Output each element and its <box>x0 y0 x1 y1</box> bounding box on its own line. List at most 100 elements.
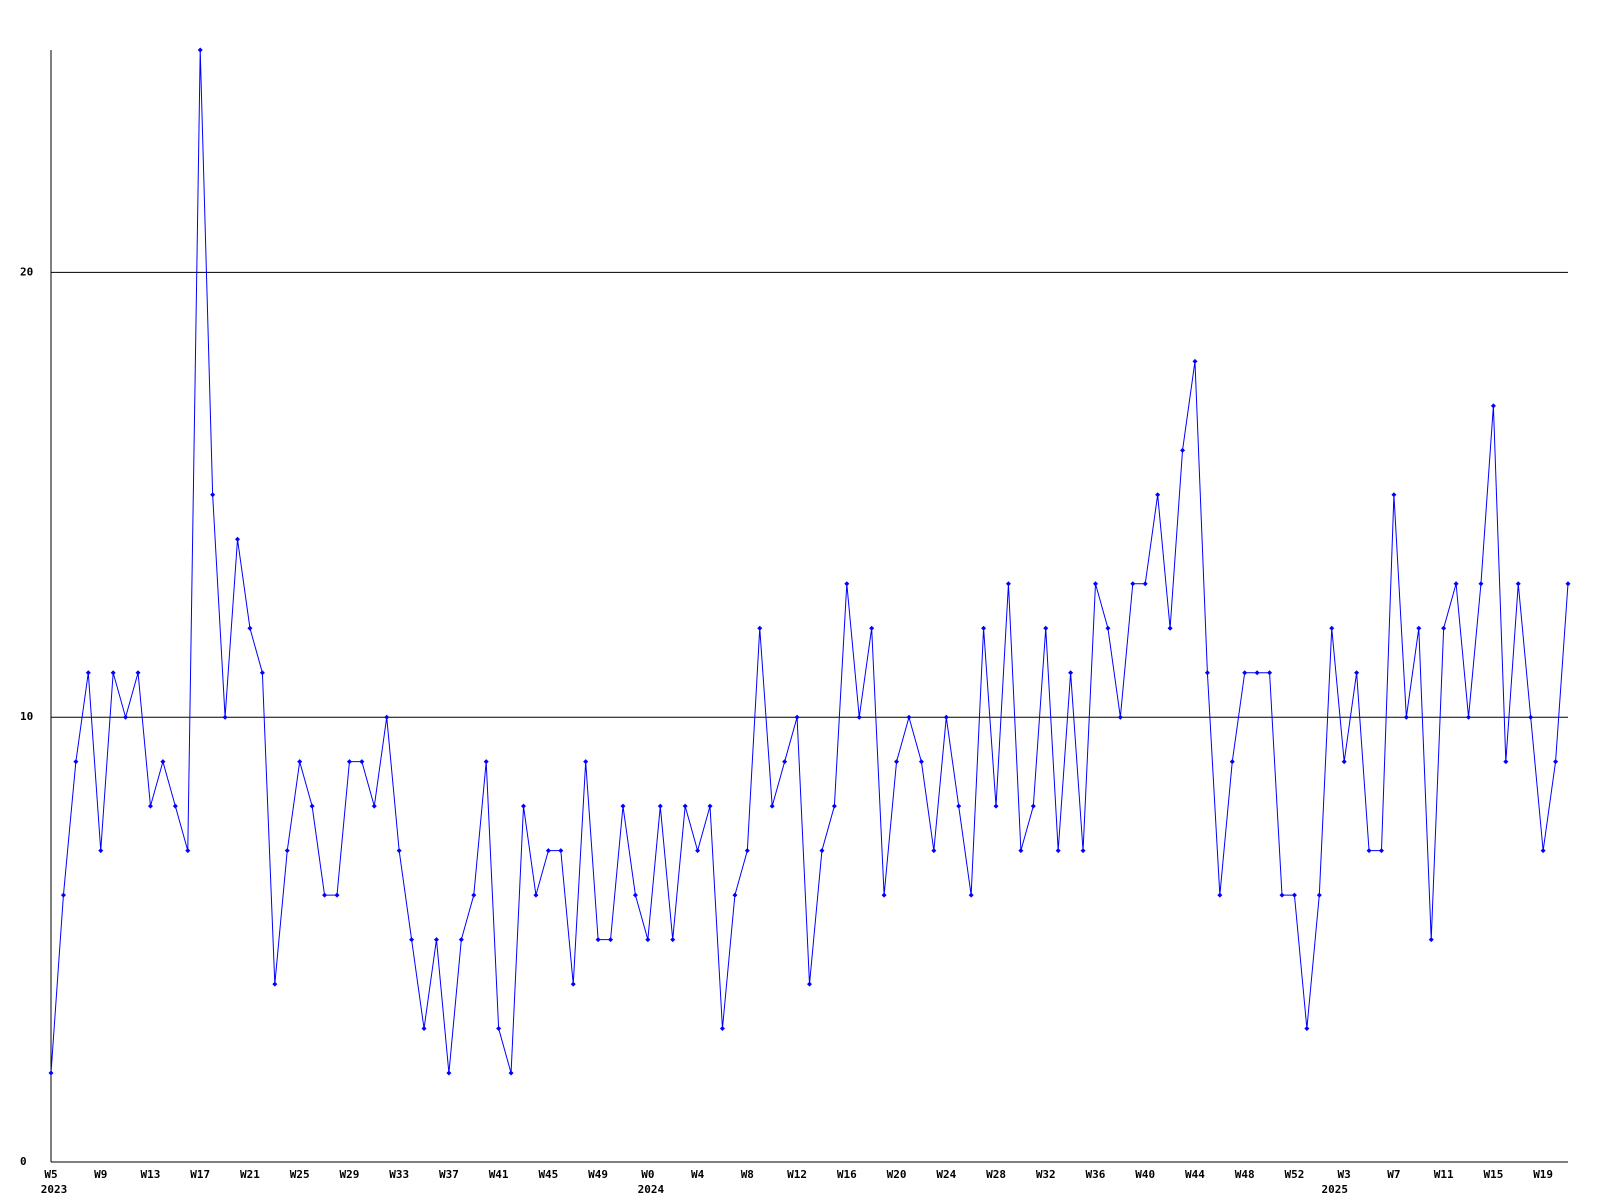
line <box>50 49 1569 1074</box>
point <box>235 536 241 542</box>
point <box>931 848 937 854</box>
point <box>85 670 91 676</box>
point <box>1553 759 1559 765</box>
point <box>1515 581 1521 587</box>
point <box>1005 581 1011 587</box>
point <box>272 981 278 987</box>
point <box>147 803 153 809</box>
point <box>570 981 576 987</box>
point <box>1167 625 1173 631</box>
x-tick-label: W32 <box>1036 1168 1056 1181</box>
point <box>1204 670 1210 676</box>
point <box>943 714 949 720</box>
point <box>1130 581 1136 587</box>
point <box>1490 403 1496 409</box>
point <box>894 759 900 765</box>
point <box>856 714 862 720</box>
point <box>682 803 688 809</box>
point <box>297 759 303 765</box>
point <box>1217 892 1223 898</box>
point <box>533 892 539 898</box>
point <box>769 803 775 809</box>
point <box>483 759 489 765</box>
x-tick-label: W19 <box>1533 1168 1553 1181</box>
point <box>583 759 589 765</box>
point <box>346 759 352 765</box>
point <box>471 892 477 898</box>
point <box>645 937 651 943</box>
point <box>819 848 825 854</box>
x-tick-label: W29 <box>339 1168 359 1181</box>
point <box>1030 803 1036 809</box>
point <box>210 492 216 498</box>
point <box>670 937 676 943</box>
point <box>433 937 439 943</box>
x-tick-label: W15 <box>1483 1168 1503 1181</box>
point <box>707 803 713 809</box>
point <box>632 892 638 898</box>
point <box>719 1026 725 1032</box>
x-year-label: 2024 <box>638 1183 665 1196</box>
x-tick-label: W37 <box>439 1168 459 1181</box>
point <box>458 937 464 943</box>
point <box>732 892 738 898</box>
point <box>1105 625 1111 631</box>
point <box>595 937 601 943</box>
point <box>1192 358 1198 364</box>
x-tick-label: W24 <box>936 1168 956 1181</box>
x-year-label: 2023 <box>41 1183 68 1196</box>
point <box>1466 714 1472 720</box>
point <box>259 670 265 676</box>
point <box>160 759 166 765</box>
point <box>384 714 390 720</box>
x-tick-label: W21 <box>240 1168 260 1181</box>
point <box>110 670 116 676</box>
point <box>1080 848 1086 854</box>
point <box>831 803 837 809</box>
point <box>657 803 663 809</box>
x-tick-label: W0 <box>641 1168 654 1181</box>
point <box>359 759 365 765</box>
point <box>371 803 377 809</box>
point <box>757 625 763 631</box>
point <box>1254 670 1260 676</box>
point <box>1279 892 1285 898</box>
point <box>744 848 750 854</box>
x-tick-label: W3 <box>1338 1168 1351 1181</box>
point <box>1304 1026 1310 1032</box>
point <box>968 892 974 898</box>
point <box>247 625 253 631</box>
x-year-label: 2025 <box>1321 1183 1348 1196</box>
point <box>844 581 850 587</box>
point <box>993 803 999 809</box>
point <box>496 1026 502 1032</box>
point <box>421 1026 427 1032</box>
point <box>956 803 962 809</box>
x-tick-label: W52 <box>1285 1168 1305 1181</box>
point <box>1180 447 1186 453</box>
point <box>608 937 614 943</box>
point <box>73 759 79 765</box>
point <box>1092 581 1098 587</box>
point <box>807 981 812 987</box>
point <box>446 1070 452 1076</box>
point <box>1142 581 1148 587</box>
x-tick-label: W44 <box>1185 1168 1205 1181</box>
point <box>1229 759 1235 765</box>
point <box>1441 625 1447 631</box>
x-tick-label: W8 <box>741 1168 754 1181</box>
x-tick-label: W13 <box>141 1168 161 1181</box>
point <box>918 759 924 765</box>
point <box>123 714 129 720</box>
point <box>98 848 104 854</box>
x-tick-label: W41 <box>489 1168 509 1181</box>
x-tick-label: W16 <box>837 1168 857 1181</box>
x-tick-label: W36 <box>1086 1168 1106 1181</box>
point <box>1428 937 1434 943</box>
point <box>284 848 290 854</box>
x-tick-label: W9 <box>94 1168 107 1181</box>
x-tick-label: W25 <box>290 1168 310 1181</box>
point <box>409 937 415 943</box>
